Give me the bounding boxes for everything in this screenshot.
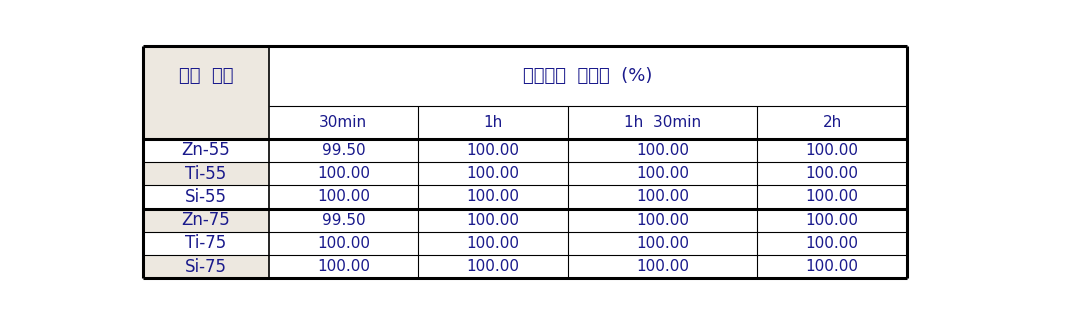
Text: 99.50: 99.50 [321,143,365,158]
Text: 100.00: 100.00 [467,259,519,274]
Text: 100.00: 100.00 [317,189,370,204]
Text: 100.00: 100.00 [317,236,370,251]
Bar [143,185,269,209]
Bar [269,162,418,185]
Bar [418,232,567,255]
Text: 100.00: 100.00 [805,213,859,228]
Bar [418,255,567,278]
Bar [269,185,418,209]
Bar [567,255,757,278]
Bar [143,232,269,255]
Bar [418,209,567,232]
Text: 100.00: 100.00 [635,166,689,181]
Bar [418,162,567,185]
Bar [143,46,269,106]
Text: 100.00: 100.00 [635,213,689,228]
Text: 100.00: 100.00 [635,189,689,204]
Text: 100.00: 100.00 [467,166,519,181]
Bar [143,209,269,232]
Text: 100.00: 100.00 [467,143,519,158]
Text: 100.00: 100.00 [805,259,859,274]
Bar [567,162,757,185]
Bar [757,232,907,255]
Text: 100.00: 100.00 [805,166,859,181]
Bar [418,106,567,139]
Bar [269,255,418,278]
Text: Si-75: Si-75 [185,258,227,276]
Text: 100.00: 100.00 [467,189,519,204]
Text: 1h: 1h [483,115,502,130]
Text: Ti-75: Ti-75 [186,234,226,252]
Bar [757,185,907,209]
Bar [269,232,418,255]
Bar [418,139,567,162]
Text: Zn-55: Zn-55 [182,142,231,160]
Bar [757,255,907,278]
Bar [143,139,269,162]
Text: 100.00: 100.00 [317,259,370,274]
Bar [567,185,757,209]
Text: 100.00: 100.00 [805,143,859,158]
Text: 유해기체  제거율  (%): 유해기체 제거율 (%) [523,67,653,85]
Bar [567,209,757,232]
Text: 100.00: 100.00 [635,259,689,274]
Text: 100.00: 100.00 [467,236,519,251]
Text: 100.00: 100.00 [635,143,689,158]
Text: 30min: 30min [319,115,367,130]
Bar [143,255,269,278]
Bar [757,162,907,185]
Text: 2h: 2h [822,115,842,130]
Text: 100.00: 100.00 [805,236,859,251]
Bar [143,162,269,185]
Text: 100.00: 100.00 [317,166,370,181]
Text: 100.00: 100.00 [467,213,519,228]
Bar [269,46,907,106]
Bar [757,209,907,232]
Text: 1h  30min: 1h 30min [624,115,701,130]
Bar [269,106,418,139]
Bar [757,106,907,139]
Bar [418,185,567,209]
Text: 99.50: 99.50 [321,213,365,228]
Text: 100.00: 100.00 [635,236,689,251]
Text: Zn-75: Zn-75 [182,211,231,229]
Bar [269,139,418,162]
Bar [567,106,757,139]
Bar [757,139,907,162]
Bar [143,106,269,139]
Bar [567,139,757,162]
Bar [269,209,418,232]
Text: Si-55: Si-55 [185,188,227,206]
Text: 시트  종류: 시트 종류 [178,67,233,85]
Text: 100.00: 100.00 [805,189,859,204]
Bar [567,232,757,255]
Text: Ti-55: Ti-55 [186,165,226,183]
